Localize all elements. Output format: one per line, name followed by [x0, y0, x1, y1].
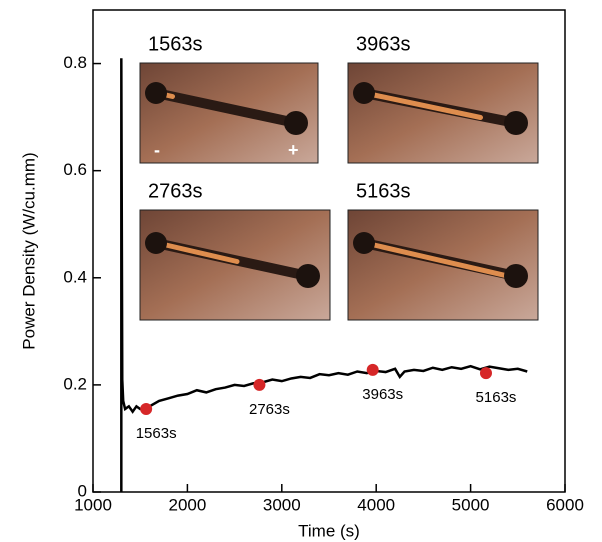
inset-photo: [139, 209, 331, 321]
photo-glow: [163, 92, 175, 99]
photo-clamp: [353, 82, 375, 104]
y-tick-label: 0.8: [63, 53, 87, 72]
y-tick-label: 0: [78, 481, 87, 500]
photo-clamp: [284, 111, 308, 135]
photo-clamp: [504, 264, 528, 288]
marker-label: 2763s: [249, 401, 290, 418]
y-tick-label: 0.2: [63, 374, 87, 393]
photo-glow: [371, 242, 512, 279]
x-tick-label: 2000: [168, 495, 206, 514]
x-tick-label: 1000: [74, 495, 112, 514]
marker-point: [366, 363, 379, 376]
inset-photo: [139, 62, 319, 164]
inset-photo: [347, 62, 539, 164]
y-tick-label: 0.6: [63, 160, 87, 179]
x-tick-label: 3000: [263, 495, 301, 514]
marker-label: 5163s: [476, 389, 517, 406]
photo-glow: [371, 92, 483, 120]
inset-label: 2763s: [148, 180, 203, 202]
x-axis-label: Time (s): [298, 521, 360, 540]
photo-rod: [151, 88, 301, 128]
marker-point: [253, 378, 266, 391]
x-tick-label: 6000: [546, 495, 584, 514]
inset-photo: [347, 209, 539, 321]
inset-label: 3963s: [356, 33, 411, 55]
photo-clamp: [353, 232, 375, 254]
inset-sign: +: [288, 140, 299, 160]
x-tick-label: 4000: [357, 495, 395, 514]
marker-point: [140, 402, 153, 415]
inset-label: 5163s: [356, 180, 411, 202]
photo-clamp: [504, 111, 528, 135]
plot-frame: [92, 9, 566, 493]
y-tick-label: 0.4: [63, 267, 87, 286]
marker-label: 3963s: [362, 386, 403, 403]
x-tick-label: 5000: [452, 495, 490, 514]
marker-label: 1563s: [136, 425, 177, 442]
inset-label: 1563s: [148, 33, 203, 55]
marker-point: [479, 367, 492, 380]
y-axis-label: Power Density (W/cu.mm): [19, 152, 38, 349]
photo-glow: [163, 242, 240, 264]
photo-clamp: [296, 264, 320, 288]
inset-sign: -: [154, 140, 160, 160]
photo-clamp: [145, 232, 167, 254]
photo-clamp: [145, 82, 167, 104]
